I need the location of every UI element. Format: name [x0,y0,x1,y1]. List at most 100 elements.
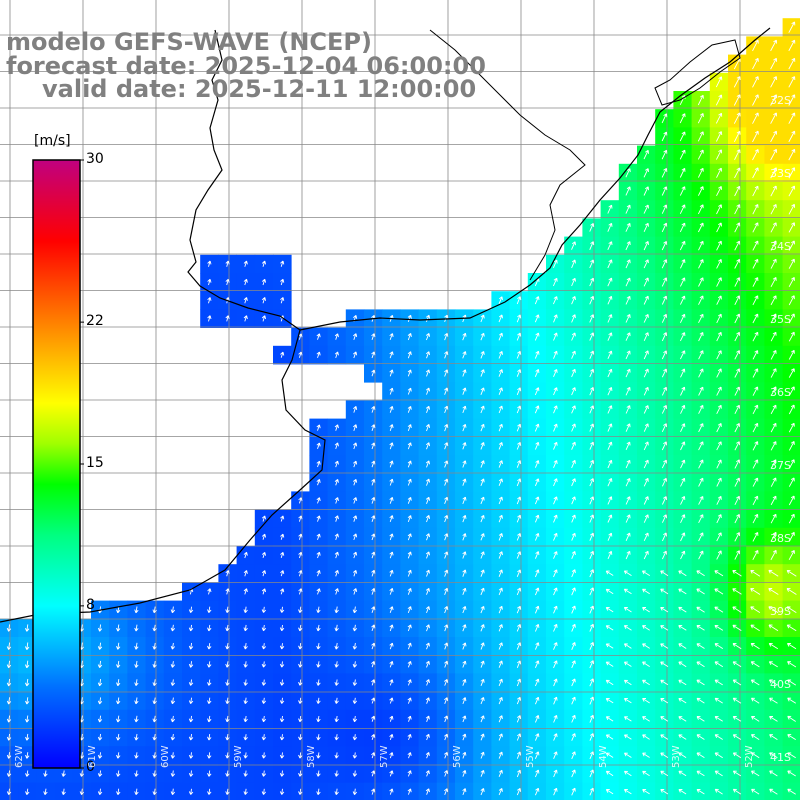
wind-arrow [516,624,522,632]
wind-arrow [6,678,12,687]
wind-arrow [225,752,230,759]
wind-arrow [498,751,503,759]
wind-arrow [770,441,777,451]
wind-arrow [444,369,449,377]
wind-arrow [462,715,467,723]
wind-arrow [716,404,722,415]
wind-arrow [225,788,230,795]
wind-arrow [661,222,668,233]
wind-arrow [280,351,285,358]
wind-arrow [188,624,194,632]
wind-arrow [679,332,686,342]
wind-arrow [280,533,285,540]
wind-arrow [660,752,669,758]
wind-arrow [389,660,394,668]
wind-arrow [661,496,668,505]
wind-arrow [6,624,12,632]
wind-arrow [24,642,30,650]
wind-arrow [516,642,522,650]
wind-arrow [661,550,667,560]
latitude-label: 37S [770,459,791,472]
wind-arrow [788,513,795,524]
wind-arrow [734,368,741,378]
wind-arrow [553,405,558,414]
wind-arrow [660,716,669,722]
wind-arrow [589,769,594,778]
wind-arrow [371,715,376,722]
wind-arrow [770,39,778,52]
wind-arrow [788,222,795,233]
wind-arrow [752,404,759,415]
wind-arrow [352,642,358,650]
wind-arrow [660,679,669,686]
wind-arrow [188,752,194,759]
wind-arrow [751,770,760,777]
wind-arrow [752,532,759,542]
wind-arrow [352,788,358,795]
wind-arrow [571,277,576,287]
wind-arrow [679,350,686,360]
wind-arrow [734,550,741,560]
wind-arrow [661,350,668,360]
wind-arrow [752,513,759,524]
wind-arrow [516,551,522,559]
wind-arrow [134,642,139,650]
wind-arrow [24,624,30,632]
wind-arrow [316,697,321,704]
colorbar [32,159,84,769]
wind-arrow [480,587,485,596]
wind-arrow [425,660,430,668]
colorbar-unit: [m/s] [34,133,71,149]
wind-arrow [750,569,761,577]
wind-arrow [788,531,795,542]
wind-arrow [698,240,704,251]
wind-arrow [680,441,686,451]
wind-arrow [279,770,285,777]
wind-arrow [678,570,687,577]
wind-arrow [787,697,797,704]
wind-arrow [371,442,376,450]
wind-arrow [678,625,687,631]
wind-arrow [170,715,176,723]
wind-arrow [752,277,759,287]
wind-arrow [571,587,576,596]
wind-arrow [678,643,687,649]
wind-arrow [534,715,540,723]
wind-arrow [571,551,576,559]
wind-arrow [553,733,558,741]
wind-arrow [768,606,779,614]
wind-arrow [371,679,376,686]
wind-arrow [716,495,722,505]
wind-arrow [752,94,759,106]
wind-arrow [788,495,795,506]
wind-arrow [316,570,321,577]
wind-arrow [353,351,358,359]
wind-arrow [407,405,412,413]
wind-arrow [643,241,649,251]
wind-arrow [679,113,686,124]
wind-arrow [623,588,632,595]
wind-arrow [534,478,540,487]
wind-arrow [605,588,614,595]
wind-arrow [498,624,503,632]
wind-arrow [788,112,796,124]
wind-arrow [788,167,796,179]
wind-arrow [480,551,485,559]
wind-arrow [607,295,613,305]
wind-arrow [623,570,632,576]
wind-arrow [207,715,212,723]
wind-arrow [788,94,796,106]
wind-arrow [679,186,686,196]
wind-arrow [607,532,613,541]
wind-arrow [734,295,741,306]
wind-arrow [716,459,722,469]
wind-arrow [480,769,485,777]
wind-arrow [750,752,760,759]
wind-arrow [660,643,669,649]
wind-arrow [696,679,705,686]
wind-arrow [534,587,540,596]
wind-arrow [462,551,467,559]
wind-arrow [752,295,759,306]
wind-arrow [462,642,467,650]
coastline [0,27,771,623]
